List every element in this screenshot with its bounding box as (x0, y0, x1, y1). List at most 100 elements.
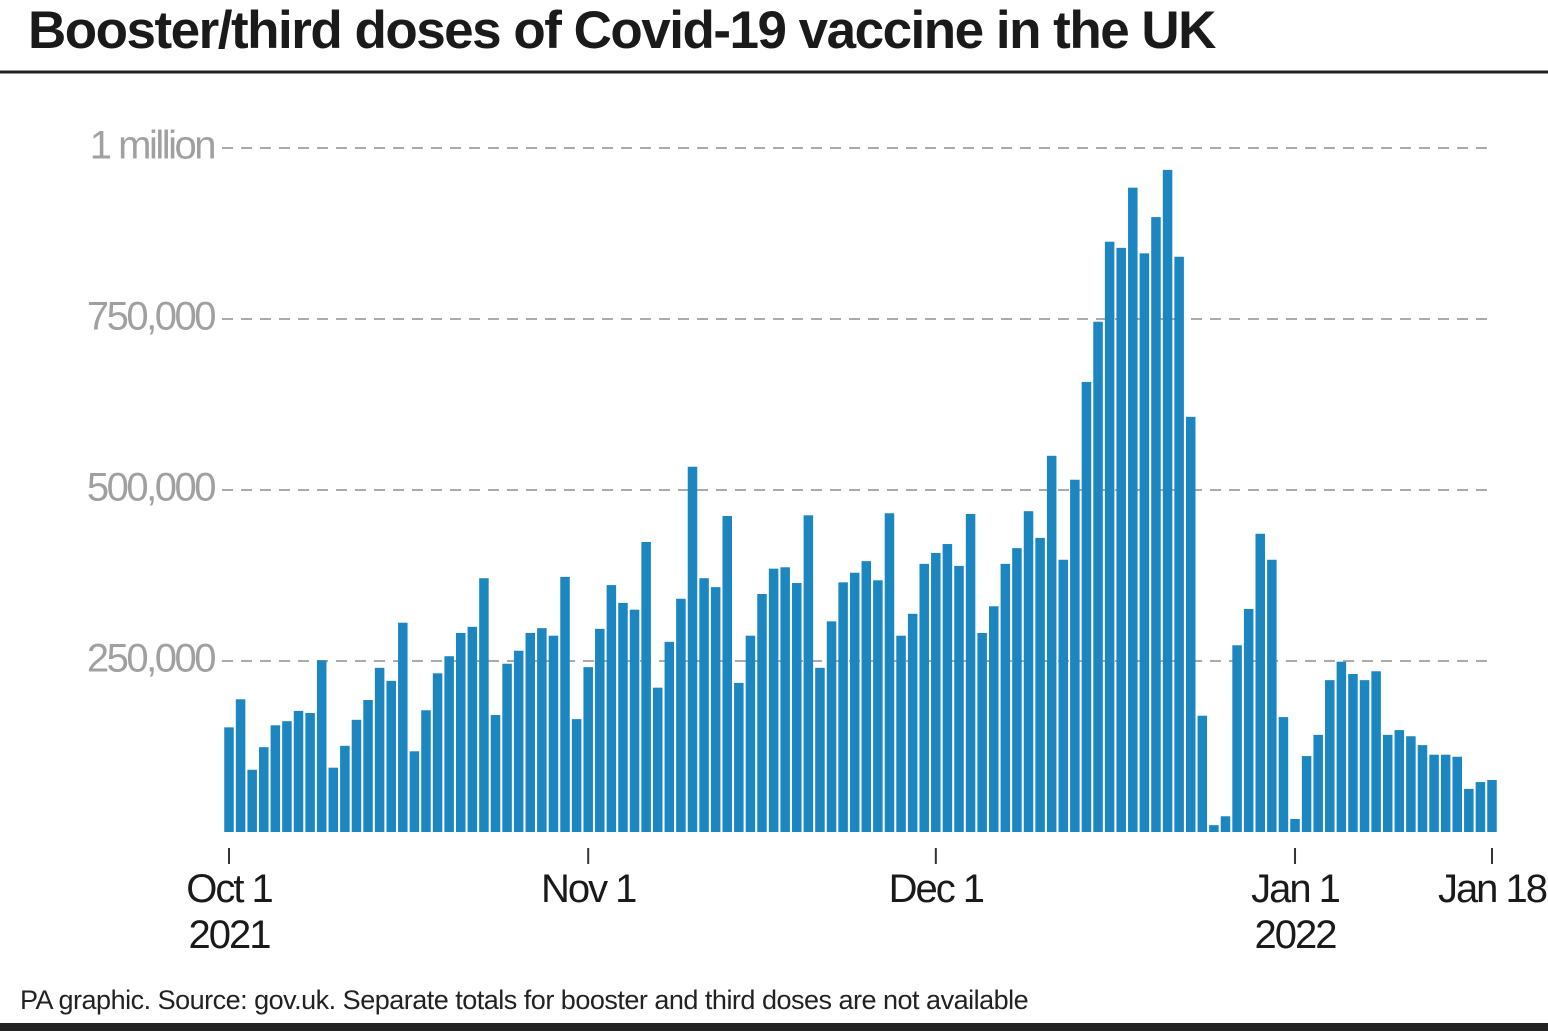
bar (293, 710, 304, 832)
bar (652, 687, 663, 832)
bar (1278, 717, 1289, 832)
bar (1475, 782, 1486, 832)
bar (305, 712, 315, 832)
bar (409, 751, 420, 832)
bar (374, 667, 385, 832)
bar (989, 606, 999, 832)
bar (386, 680, 396, 832)
bar (861, 561, 872, 832)
bar (1243, 609, 1254, 832)
bar (745, 635, 756, 832)
bar (525, 632, 536, 832)
bar (1371, 671, 1381, 832)
bar (340, 745, 350, 832)
footnote: PA graphic. Source: gov.uk. Separate tot… (20, 985, 1029, 1015)
bar (1104, 241, 1115, 832)
bar (316, 660, 327, 832)
bar (351, 719, 362, 832)
bar (247, 769, 257, 832)
bar (606, 585, 617, 832)
bar (1348, 673, 1358, 832)
bar (259, 747, 269, 832)
bar (815, 667, 825, 832)
bar (1406, 736, 1416, 832)
bar (1174, 256, 1184, 833)
bar (1336, 661, 1347, 832)
bar (1255, 533, 1266, 832)
y-tick-label: 500,000 (87, 466, 215, 510)
bar (1162, 169, 1173, 832)
x-tick-label: Jan 18 (1437, 867, 1548, 911)
bar (595, 628, 605, 832)
bar (1440, 754, 1451, 832)
x-tick-label: Dec 1 (888, 867, 986, 911)
bar (467, 626, 478, 832)
bar (1116, 247, 1126, 832)
bar (432, 673, 443, 832)
bar (1000, 563, 1011, 832)
y-tick-label: 1 million (90, 124, 214, 168)
bar (1232, 645, 1242, 832)
bar (270, 725, 281, 832)
bar (1023, 511, 1034, 832)
bar (455, 632, 466, 832)
bar (1429, 754, 1439, 832)
bar (513, 650, 524, 832)
bar (1151, 217, 1161, 833)
bar (1394, 730, 1405, 832)
bar (1417, 745, 1428, 832)
bar (444, 656, 454, 832)
bar (398, 622, 408, 832)
bar (548, 635, 559, 832)
x-tick-label: Nov 1 (540, 867, 638, 911)
bar (1290, 819, 1300, 832)
bar (618, 602, 628, 832)
bar (235, 699, 246, 832)
x-tick-label: Oct 1 2021 (186, 867, 274, 957)
bar (282, 721, 292, 832)
bar (1197, 715, 1208, 832)
bar (757, 593, 767, 832)
y-tick-label: 750,000 (87, 295, 215, 339)
bar (664, 641, 675, 832)
bar (1128, 187, 1138, 832)
bar (328, 767, 339, 832)
bar (722, 515, 732, 832)
bar (676, 598, 686, 832)
bar (780, 567, 790, 832)
bar (1070, 479, 1080, 832)
bar (479, 578, 489, 832)
bar (537, 628, 547, 832)
bar (641, 541, 651, 832)
bar (1325, 680, 1335, 832)
bar (421, 710, 431, 832)
bar (224, 727, 234, 832)
bar (571, 719, 582, 832)
bar (896, 635, 906, 832)
bar (1382, 734, 1393, 832)
bar (1035, 537, 1045, 832)
bar (849, 572, 860, 832)
bar (1359, 680, 1370, 832)
bar (1081, 381, 1092, 832)
bar (1185, 416, 1196, 832)
bar (803, 515, 814, 832)
bar (873, 580, 883, 832)
bar (490, 715, 501, 832)
bar (583, 667, 593, 832)
bar (687, 466, 698, 832)
bar (1220, 816, 1231, 832)
bar (919, 563, 929, 832)
y-tick-label: 250,000 (87, 637, 215, 681)
bar (1313, 734, 1323, 832)
bar (826, 621, 837, 832)
bar (884, 513, 895, 832)
bar (734, 682, 744, 832)
bar (954, 565, 964, 832)
bar (1139, 253, 1150, 832)
bar (792, 583, 802, 832)
bar (1012, 548, 1022, 832)
chart-title: Booster/third doses of Covid-19 vaccine … (28, 1, 1216, 60)
